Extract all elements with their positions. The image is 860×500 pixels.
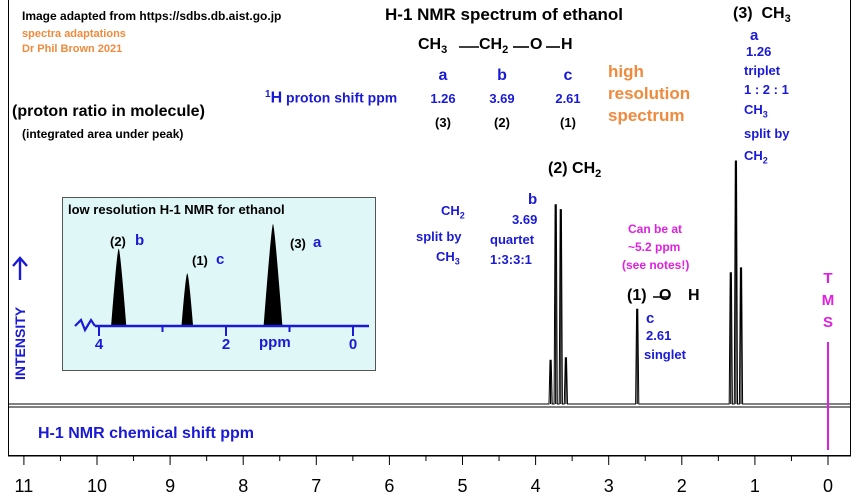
formula-h: H xyxy=(561,36,573,53)
low-res-peak-b-letter: b xyxy=(135,232,145,249)
col-c-shift: 2.61 xyxy=(555,91,581,106)
oh-shift: 2.61 xyxy=(646,328,672,343)
low-res-title: low resolution H-1 NMR for ethanol xyxy=(68,202,285,217)
tms-letter-s: S xyxy=(822,314,833,331)
spectrum-trace xyxy=(8,160,851,405)
low-res-axis-label: ppm xyxy=(259,334,291,351)
x-tick-label: 10 xyxy=(87,476,107,496)
tms-letter-t: T xyxy=(823,270,833,287)
ch3-split-by: split by xyxy=(744,126,790,141)
formula-ch3: CH3 xyxy=(418,36,448,57)
x-tick-label: 6 xyxy=(384,476,394,496)
adaptations-line-1: spectra adaptations xyxy=(22,28,126,40)
x-axis-tick-labels: 11 10 9 8 7 6 5 4 3 2 1 0 xyxy=(15,476,833,496)
ch2-multiplicity: quartet xyxy=(490,232,535,247)
adaptations-line-2: Dr Phil Brown 2021 xyxy=(22,43,123,55)
x-tick-label: 11 xyxy=(15,476,34,496)
x-tick-label: 4 xyxy=(531,476,541,496)
x-axis-label: H-1 NMR chemical shift ppm xyxy=(38,425,255,442)
col-b-ratio: (2) xyxy=(494,115,510,130)
ratio-note-line-2: (integrated area under peak) xyxy=(22,127,184,141)
ch2-pattern: 1:3:3:1 xyxy=(490,252,532,267)
col-c-ratio: (1) xyxy=(560,115,576,130)
oh-note-line-1: Can be at xyxy=(628,222,683,236)
formula-o: O xyxy=(530,36,543,53)
high-res-line-2: resolution xyxy=(608,84,691,103)
oh-peak-h: H xyxy=(688,287,700,304)
x-axis-ticks xyxy=(23,456,829,465)
low-res-peak-b xyxy=(111,248,127,326)
oh-note-line-2: ~5.2 ppm xyxy=(628,240,681,254)
y-axis-label: INTENSITY xyxy=(12,306,28,380)
ch2-peak-label: (2) CH2 xyxy=(548,160,602,181)
x-tick-label: 2 xyxy=(677,476,687,496)
oh-peak-o: O xyxy=(659,287,672,304)
ch3-letter: a xyxy=(750,27,759,44)
col-a-letter: a xyxy=(438,67,448,84)
tms-letter-m: M xyxy=(821,292,835,309)
ch3-name: CH3 xyxy=(744,102,768,120)
x-tick-label: 8 xyxy=(238,476,248,496)
low-res-peak-c xyxy=(181,273,194,326)
ch3-shift: 1.26 xyxy=(746,44,772,59)
proton-shift-label: 1H proton shift ppm xyxy=(265,89,398,107)
low-res-plot xyxy=(74,224,369,336)
oh-peak-ratio: (1) xyxy=(627,287,647,304)
chart-title: H-1 NMR spectrum of ethanol xyxy=(385,5,624,24)
low-res-peak-a-ratio: (3) xyxy=(290,236,306,251)
ch3-split-partner: CH2 xyxy=(744,148,768,166)
low-res-tick-label: 0 xyxy=(348,336,358,353)
x-tick-label: 3 xyxy=(604,476,614,496)
ch3-peak-label: (3) CH3 xyxy=(733,5,791,26)
x-tick-label: 1 xyxy=(750,476,760,496)
low-res-inset: low resolution H-1 NMR for ethanol (2) b… xyxy=(62,197,376,371)
credit-text: Image adapted from https://sdbs.db.aist.… xyxy=(22,9,282,23)
low-res-ticks xyxy=(98,326,354,336)
ch3-multiplicity: triplet xyxy=(744,63,781,78)
x-tick-label: 9 xyxy=(165,476,175,496)
low-res-peak-c-ratio: (1) xyxy=(192,253,208,268)
col-b-letter: b xyxy=(497,67,507,84)
ratio-note-line-1: (proton ratio in molecule) xyxy=(12,103,205,120)
low-res-peak-b-ratio: (2) xyxy=(110,234,126,249)
ch2-split-partner: CH3 xyxy=(436,249,460,267)
low-res-peak-a-letter: a xyxy=(313,234,322,251)
intensity-arrow-icon xyxy=(12,256,28,280)
ch3-pattern: 1 : 2 : 1 xyxy=(744,82,789,97)
high-res-line-1: high xyxy=(608,62,644,81)
col-a-ratio: (3) xyxy=(435,115,451,130)
low-res-peak-a xyxy=(263,224,283,326)
low-res-axis-break-icon xyxy=(74,317,96,333)
col-a-shift: 1.26 xyxy=(430,91,456,106)
ch2-shift: 3.69 xyxy=(512,212,538,227)
oh-note-line-3: (see notes!) xyxy=(622,258,690,272)
low-res-tick-label: 4 xyxy=(94,336,104,353)
low-res-peaks xyxy=(111,224,283,326)
col-c-letter: c xyxy=(563,67,573,84)
ch2-name: CH2 xyxy=(441,203,465,221)
ch2-letter: b xyxy=(528,191,538,208)
oh-letter: c xyxy=(646,310,655,327)
x-tick-label: 0 xyxy=(823,476,833,496)
formula-ch2: CH2 xyxy=(479,36,509,57)
x-tick-label: 5 xyxy=(457,476,467,496)
col-b-shift: 3.69 xyxy=(489,91,515,106)
low-res-tick-label: 2 xyxy=(221,336,231,353)
high-res-line-3: spectrum xyxy=(608,106,685,125)
x-tick-label: 7 xyxy=(311,476,321,496)
oh-multiplicity: singlet xyxy=(644,347,686,362)
formula-bonds xyxy=(459,46,670,298)
low-res-peak-c-letter: c xyxy=(216,251,225,268)
ch2-split-by: split by xyxy=(416,229,462,244)
